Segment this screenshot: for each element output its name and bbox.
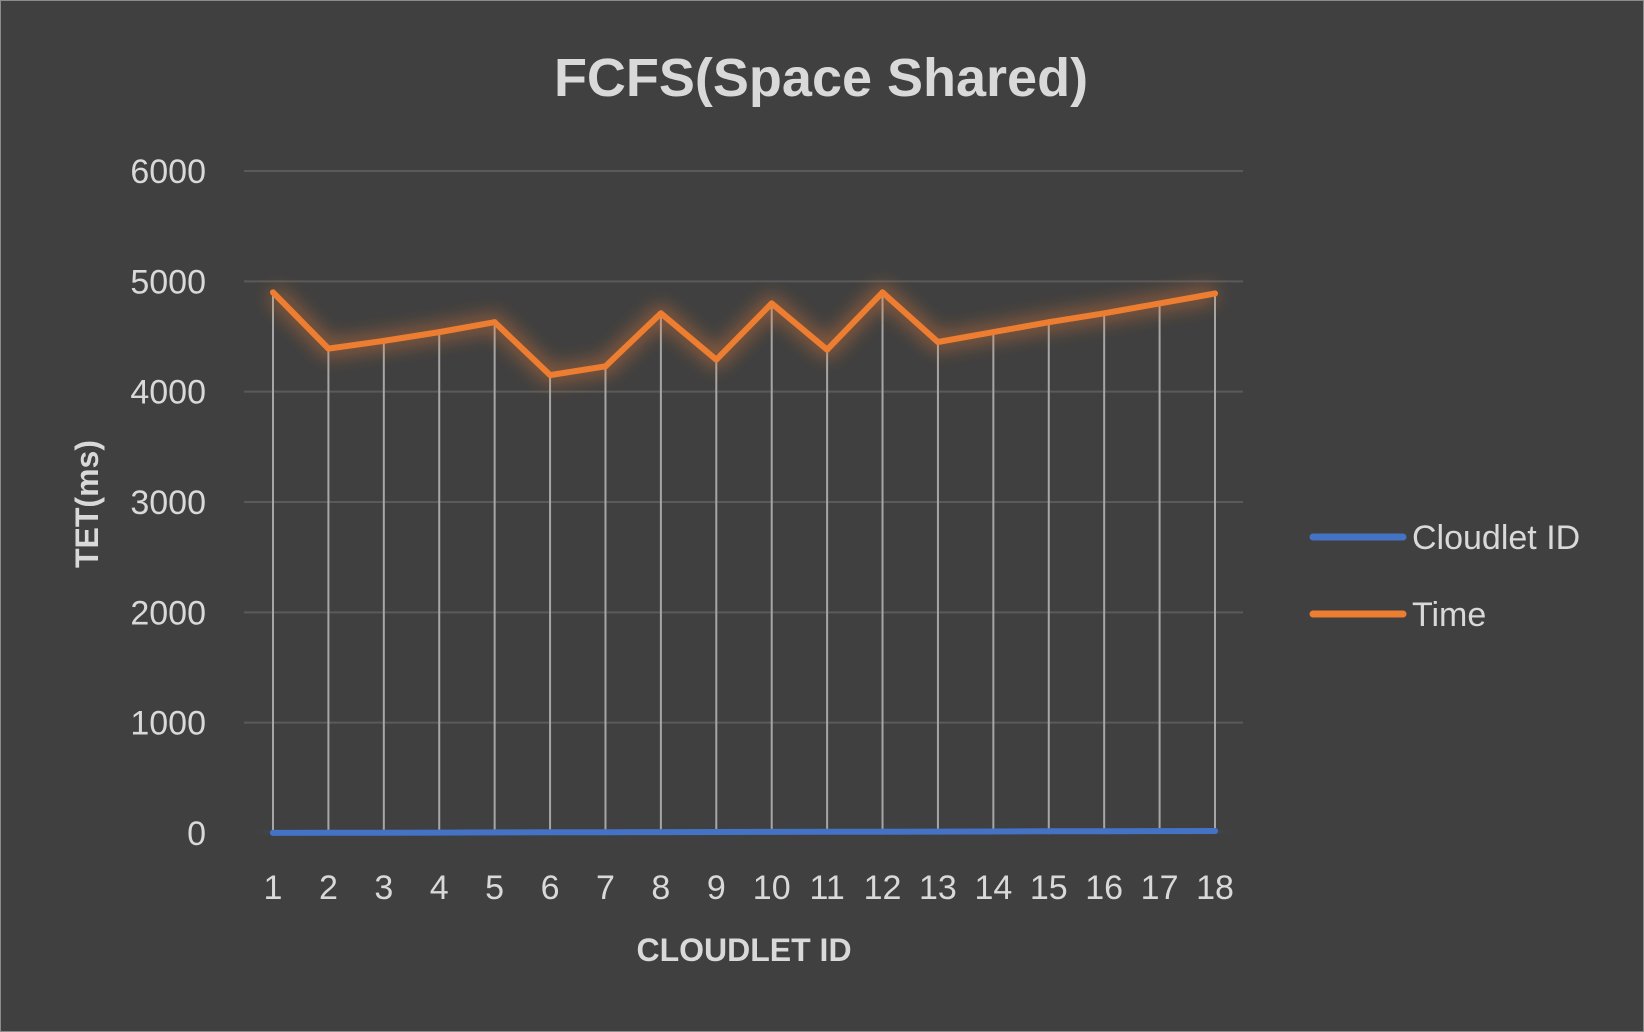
data-point-cloudlet-id — [270, 829, 276, 836]
drop-lines — [272, 292, 1216, 833]
data-point-cloudlet-id — [1212, 828, 1218, 835]
x-axis-tick-labels: 1 2 3 4 5 6 7 8 9 10 11 12 13 14 15 16 17 18 — [264, 869, 1234, 907]
data-point-time — [824, 346, 831, 353]
y-tick-label: 0 — [187, 815, 206, 853]
data-point-cloudlet-id — [1045, 828, 1052, 835]
data-point-time — [325, 345, 332, 352]
data-point-time — [879, 289, 886, 296]
data-point-cloudlet-id — [713, 829, 720, 836]
x-tick-label: 11 — [809, 869, 844, 907]
data-point-time — [768, 300, 775, 307]
data-point-time — [713, 356, 720, 363]
legend-label: Cloudlet ID — [1412, 519, 1580, 557]
x-tick-label: 2 — [319, 869, 338, 907]
x-tick-label: 3 — [374, 869, 393, 907]
x-tick-label: 15 — [1030, 869, 1068, 907]
data-point-time — [602, 363, 609, 370]
legend-label: Time — [1412, 596, 1486, 634]
y-tick-label: 5000 — [130, 263, 206, 301]
data-point-time — [657, 310, 664, 317]
y-tick-label: 1000 — [130, 705, 206, 743]
series-line-time — [270, 289, 1218, 379]
x-tick-label: 13 — [919, 869, 957, 907]
x-tick-label: 12 — [864, 869, 902, 907]
data-point-cloudlet-id — [436, 829, 443, 836]
series-layer — [267, 284, 1218, 841]
y-tick-label: 3000 — [130, 484, 206, 522]
series-line-cloudlet-id — [270, 828, 1218, 836]
data-point-cloudlet-id — [380, 829, 387, 836]
x-tick-label: 1 — [264, 869, 283, 907]
y-axis-tick-labels: 0 1000 2000 3000 4000 5000 6000 — [130, 153, 206, 853]
x-axis-title: CLOUDLET ID — [636, 932, 851, 968]
data-point-cloudlet-id — [934, 828, 941, 835]
data-point-cloudlet-id — [491, 829, 498, 836]
data-point-time — [934, 339, 941, 346]
data-point-time — [1156, 300, 1163, 307]
x-tick-label: 5 — [485, 869, 504, 907]
x-tick-label: 6 — [541, 869, 560, 907]
data-point-cloudlet-id — [602, 829, 609, 836]
y-tick-label: 2000 — [130, 594, 206, 632]
data-point-cloudlet-id — [879, 828, 886, 835]
data-point-time — [270, 289, 276, 296]
y-tick-label: 6000 — [130, 153, 206, 191]
gridlines — [244, 170, 1243, 724]
data-point-cloudlet-id — [657, 829, 664, 836]
x-tick-label: 16 — [1085, 869, 1123, 907]
y-axis-title: TET(ms) — [69, 440, 105, 568]
data-point-time — [547, 372, 554, 379]
data-point-cloudlet-id — [1156, 828, 1163, 835]
x-tick-label: 4 — [430, 869, 449, 907]
x-tick-label: 14 — [974, 869, 1012, 907]
data-point-time — [380, 337, 387, 344]
x-tick-label: 7 — [596, 869, 615, 907]
legend: Cloudlet ID Time — [1309, 519, 1580, 634]
data-point-cloudlet-id — [824, 828, 831, 835]
chart-title: FCFS(Space Shared) — [554, 48, 1088, 108]
data-point-time — [1045, 319, 1052, 326]
data-point-cloudlet-id — [547, 829, 554, 836]
data-point-cloudlet-id — [990, 828, 997, 835]
data-point-time — [436, 329, 443, 336]
data-point-cloudlet-id — [768, 828, 775, 835]
x-tick-label: 9 — [707, 869, 726, 907]
data-point-cloudlet-id — [1101, 828, 1108, 835]
y-tick-label: 4000 — [130, 374, 206, 412]
x-tick-label: 18 — [1196, 869, 1234, 907]
data-point-time — [491, 319, 498, 326]
data-point-time — [1212, 290, 1218, 297]
x-tick-label: 10 — [753, 869, 791, 907]
x-tick-label: 17 — [1141, 869, 1179, 907]
data-point-cloudlet-id — [325, 829, 332, 836]
data-point-time — [990, 329, 997, 336]
data-point-time — [1101, 310, 1108, 317]
x-tick-label: 8 — [651, 869, 670, 907]
